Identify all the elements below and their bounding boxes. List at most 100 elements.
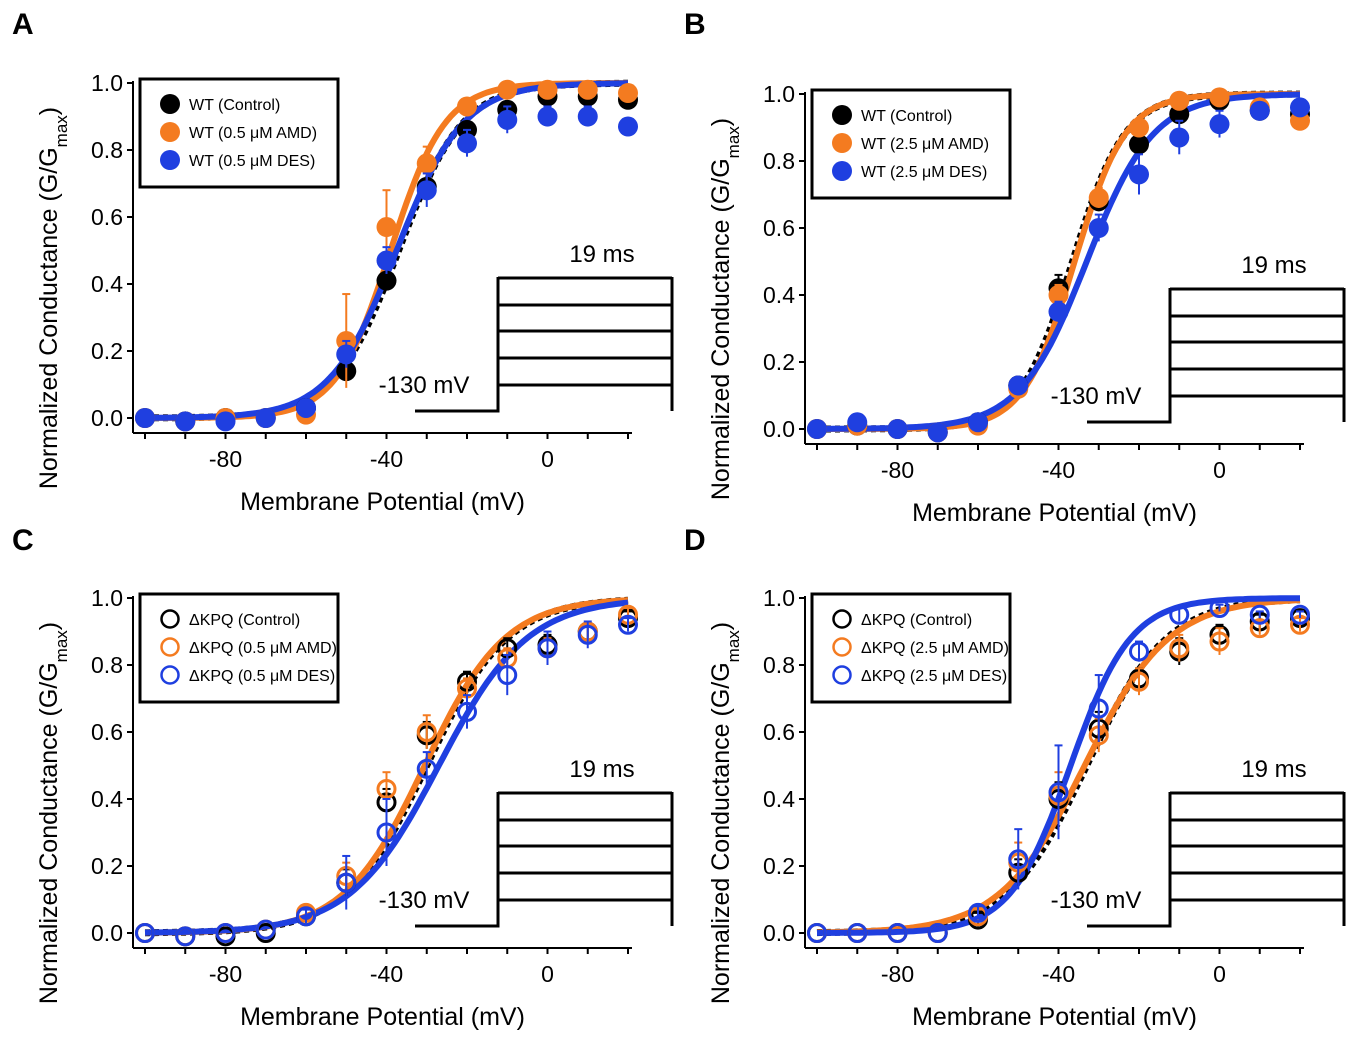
data-point [1249, 618, 1270, 639]
legend-label: WT (0.5 μM DES) [189, 153, 315, 170]
data-point [1169, 604, 1190, 625]
y-tick-label: 0.4 [763, 786, 795, 812]
data-point [296, 397, 316, 418]
y-axis-title: Normalized Conductance (G/Gmax) [707, 622, 743, 1004]
legend-marker [832, 609, 852, 629]
data-point [376, 270, 397, 291]
legend-marker [832, 665, 852, 685]
data-point [577, 106, 598, 127]
legend: ΔKPQ (Control) ΔKPQ (2.5 μM AMD) ΔKPQ (2.5… [810, 592, 1012, 704]
data-point [1209, 114, 1230, 135]
data-point [376, 217, 397, 238]
protocol-holding-line [1087, 792, 1172, 928]
data-point [968, 412, 988, 433]
data-point [457, 701, 477, 722]
x-axis-title: Membrane Potential (mV) [912, 499, 1197, 527]
data-point [1129, 117, 1149, 138]
y-tick-label: 1.0 [763, 81, 795, 107]
data-point [1088, 187, 1109, 208]
x-axis-title: Membrane Potential (mV) [912, 1003, 1197, 1031]
voltage-protocol: 19 ms -130 mV [1051, 252, 1346, 424]
legend-label: WT (Control) [189, 97, 280, 114]
data-point [1129, 164, 1149, 185]
data-point [376, 822, 397, 843]
series-3-points [135, 105, 638, 432]
legend-label: WT (Control) [861, 108, 952, 125]
data-point [807, 923, 827, 943]
legend-label: WT (2.5 μM AMD) [861, 136, 989, 153]
protocol-time-label: 19 ms [1241, 756, 1306, 783]
data-point [416, 722, 437, 742]
y-tick-label: 1.0 [763, 585, 795, 611]
x-tick-label: -40 [370, 961, 403, 987]
data-point [215, 411, 236, 432]
x-tick-label: -40 [1042, 961, 1075, 987]
data-point [1008, 375, 1029, 396]
panel-b: B -80 -40 0 0.0 0.2 0.4 0.6 0.8 1.0 Membrane Poten… [684, 8, 1346, 527]
data-point [175, 926, 196, 947]
data-point [175, 411, 196, 432]
data-point [618, 116, 638, 137]
x-tick-label: -80 [881, 961, 914, 987]
panel-letter: D [684, 524, 706, 557]
legend-marker [160, 122, 180, 142]
y-tick-label: 0.6 [91, 204, 123, 230]
data-point [457, 96, 477, 117]
data-point [336, 872, 357, 893]
series-3-points [807, 598, 1310, 943]
data-point [376, 250, 397, 271]
legend-marker [160, 94, 180, 114]
y-tick-label: 1.0 [91, 585, 123, 611]
panel-c: C -80 -40 0 0.0 0.2 0.4 0.6 0.8 1.0 Membrane Poten… [12, 524, 674, 1031]
y-tick-label: 0.2 [763, 349, 795, 375]
data-point [1129, 671, 1149, 692]
legend-marker [832, 133, 852, 153]
y-tick-label: 0.2 [91, 853, 123, 879]
y-tick-label: 0.8 [763, 148, 795, 174]
data-point [537, 638, 558, 659]
legend-label: ΔKPQ (0.5 μM AMD) [189, 640, 337, 657]
data-point [1209, 87, 1230, 108]
data-point [497, 665, 518, 686]
data-point [1008, 849, 1029, 870]
x-tick-label: 0 [1213, 961, 1226, 987]
x-axis-title: Membrane Potential (mV) [240, 488, 525, 516]
x-tick-label: -80 [209, 961, 242, 987]
y-tick-label: 0.6 [91, 719, 123, 745]
x-tick-label: -40 [370, 446, 403, 472]
data-point [807, 419, 827, 439]
data-point [618, 83, 638, 104]
data-point [416, 758, 437, 779]
y-tick-label: 0.8 [763, 652, 795, 678]
voltage-protocol: 19 ms -130 mV [379, 241, 674, 413]
data-point [847, 923, 868, 943]
y-tick-label: 1.0 [91, 70, 123, 96]
data-point [497, 109, 518, 130]
data-point [135, 923, 155, 943]
legend-label: WT (0.5 μM AMD) [189, 125, 317, 142]
y-tick-label: 0.8 [91, 652, 123, 678]
data-point [927, 923, 948, 943]
panel-d: D -80 -40 0 0.0 0.2 0.4 0.6 0.8 1.0 Membrane Poten… [684, 524, 1346, 1031]
legend-label: WT (2.5 μM DES) [861, 164, 987, 181]
protocol-holding-line [415, 792, 500, 928]
legend-marker [160, 609, 180, 629]
series-3-points [807, 97, 1310, 443]
legend-marker [832, 105, 852, 125]
legend: WT (Control) WT (2.5 μM AMD) WT (2.5 μM DE… [810, 88, 1012, 200]
data-point [416, 180, 437, 201]
y-tick-label: 0.0 [91, 405, 123, 431]
protocol-holding-label: -130 mV [379, 372, 470, 399]
voltage-protocol: 19 ms -130 mV [1051, 756, 1346, 928]
data-point [1209, 598, 1230, 619]
y-axis-title: Normalized Conductance (G/Gmax) [35, 622, 71, 1004]
data-point [1169, 127, 1190, 148]
data-point [577, 624, 598, 645]
data-point [537, 106, 558, 127]
protocol-holding-label: -130 mV [379, 887, 470, 914]
data-point [1249, 100, 1270, 121]
x-tick-label: -40 [1042, 457, 1075, 483]
legend-label: ΔKPQ (2.5 μM AMD) [861, 640, 1009, 657]
data-point [135, 408, 155, 428]
